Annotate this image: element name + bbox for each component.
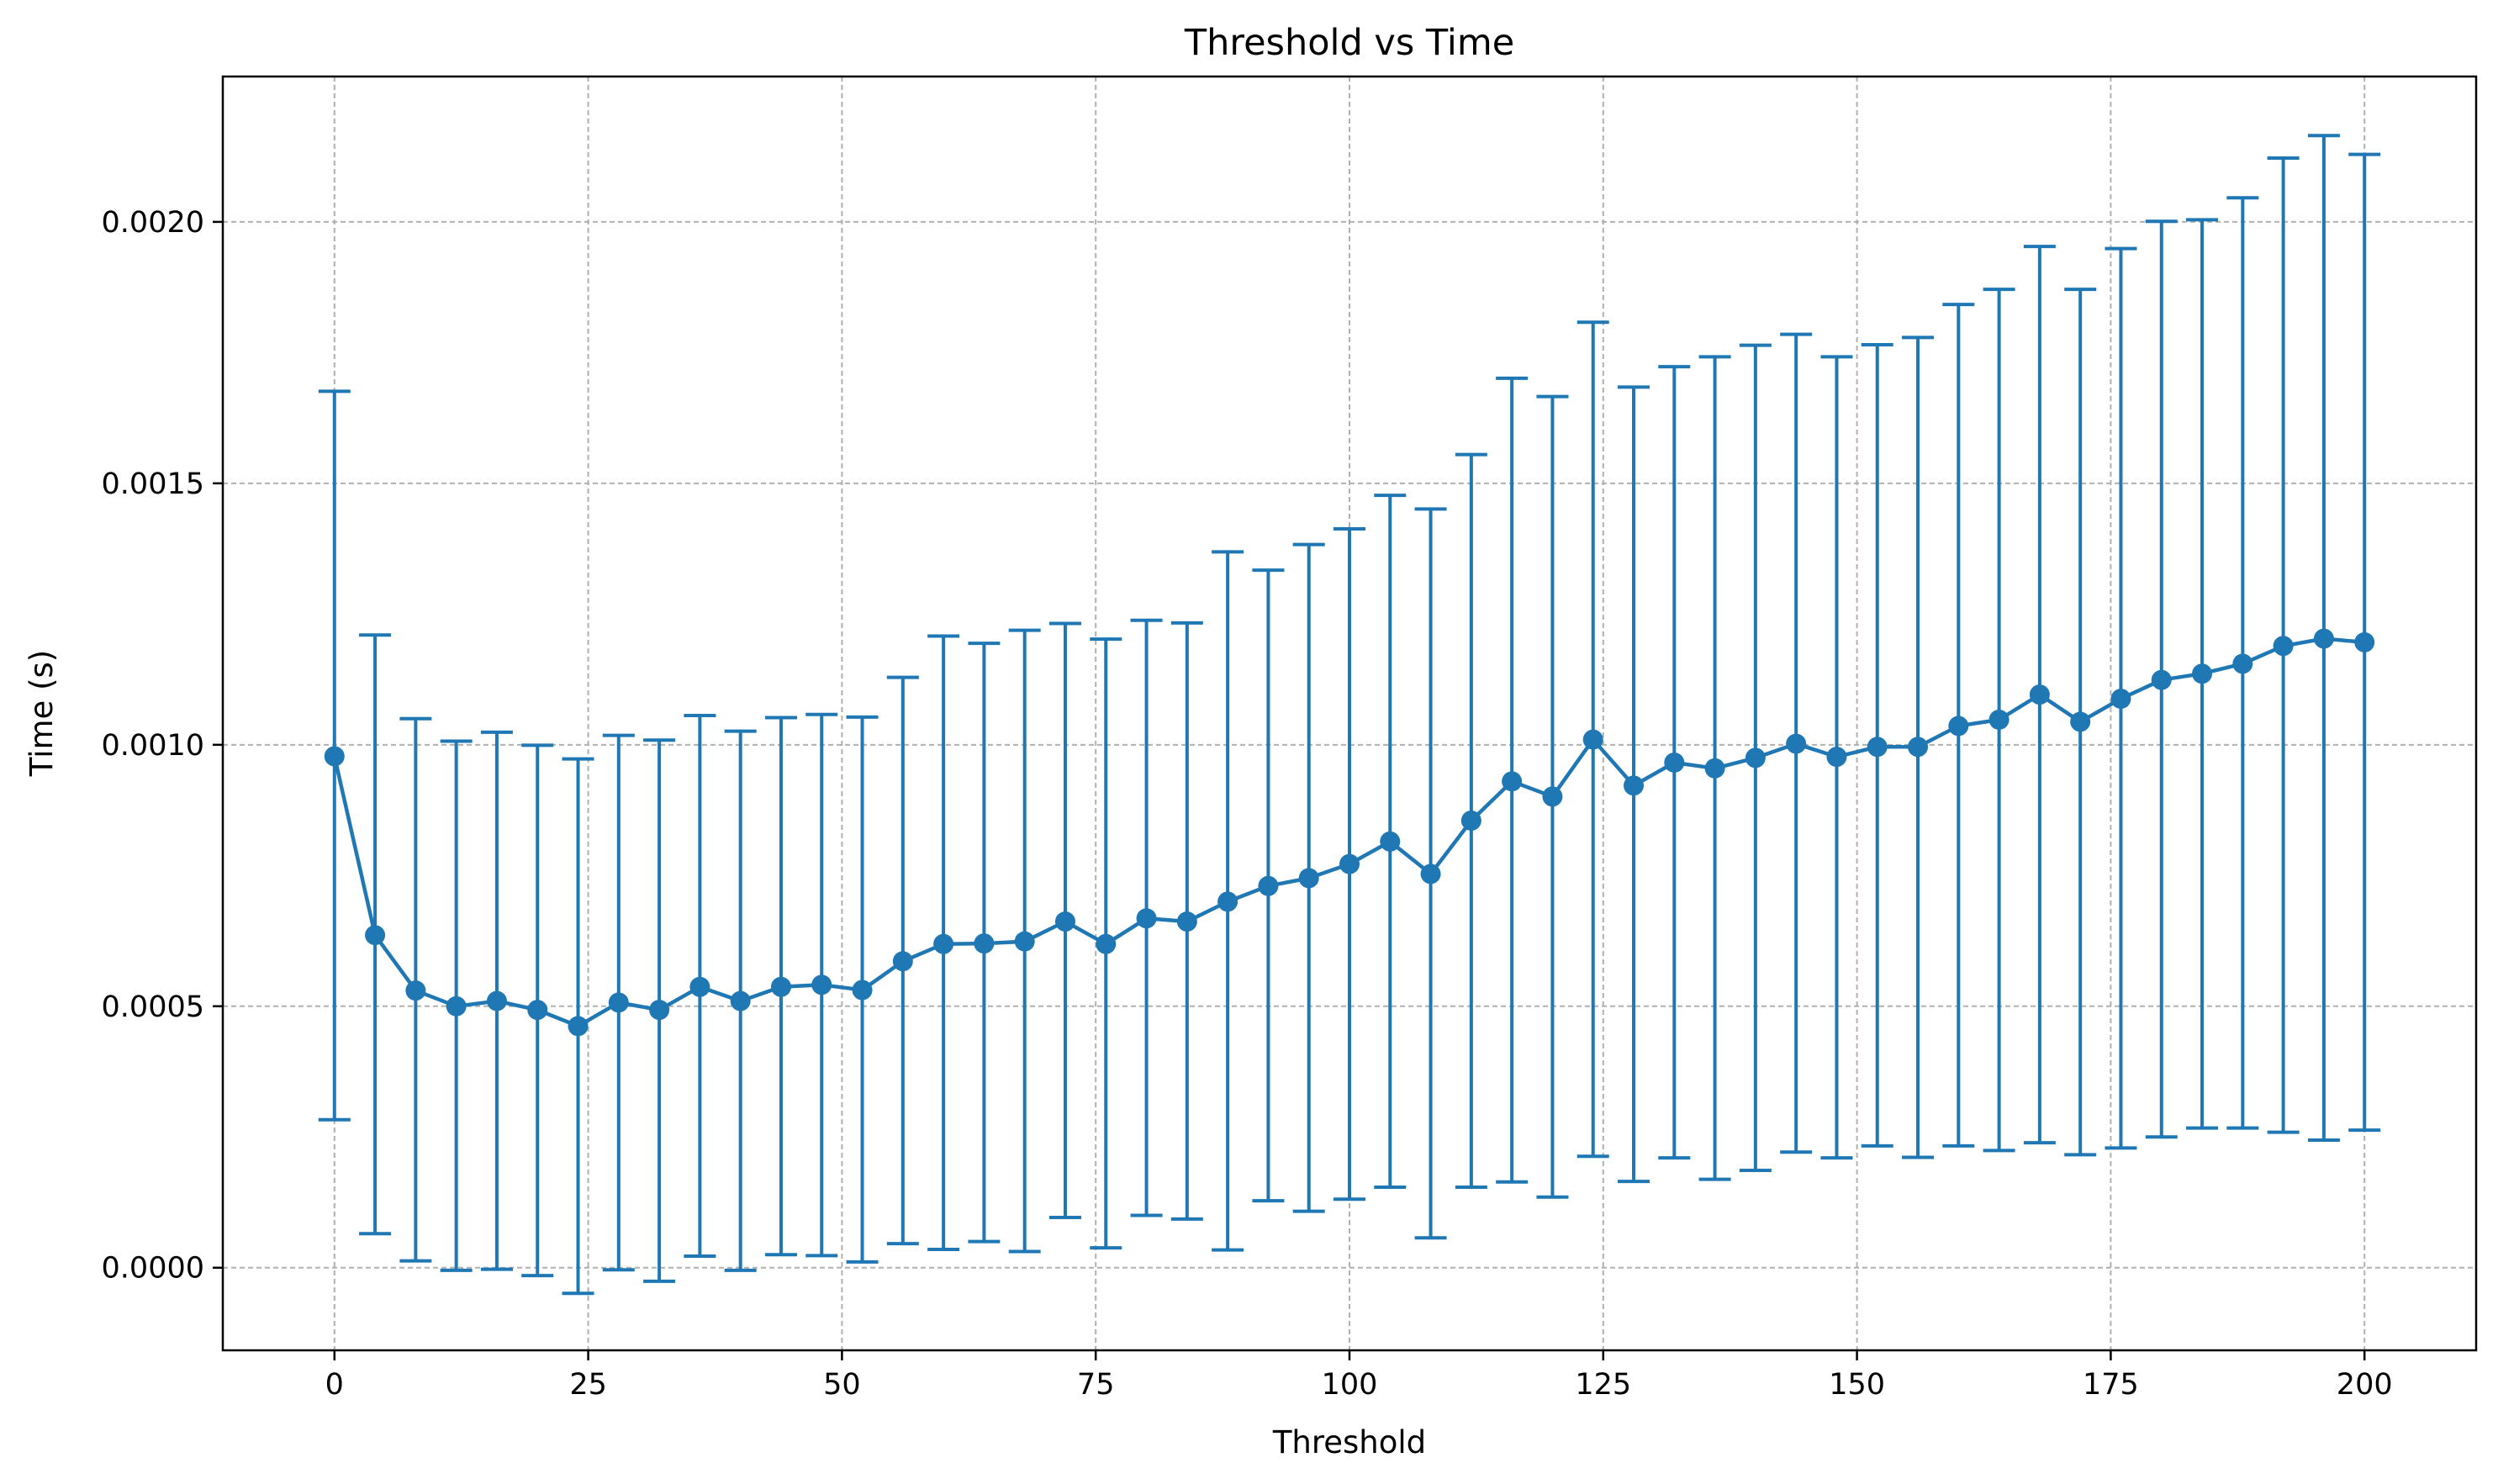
data-point bbox=[486, 990, 507, 1011]
data-point bbox=[1664, 752, 1685, 773]
data-point bbox=[1014, 931, 1035, 952]
y-tick-label: 0.0010 bbox=[102, 729, 204, 763]
data-point bbox=[405, 980, 426, 1001]
x-axis-label: Threshold bbox=[1272, 1424, 1426, 1460]
data-point bbox=[1502, 771, 1523, 792]
data-point bbox=[2070, 711, 2091, 732]
x-tick-label: 175 bbox=[2083, 1368, 2139, 1402]
y-tick-label: 0.0005 bbox=[102, 990, 204, 1024]
data-point bbox=[1096, 933, 1117, 954]
x-tick-label: 0 bbox=[325, 1368, 344, 1402]
data-point bbox=[2110, 689, 2131, 710]
data-point bbox=[1582, 729, 1603, 750]
x-tick-label: 100 bbox=[1322, 1368, 1378, 1402]
data-point bbox=[568, 1016, 589, 1037]
data-point bbox=[1136, 908, 1157, 929]
data-point bbox=[1867, 737, 1888, 758]
data-point bbox=[1704, 758, 1725, 779]
axis-ticks: 0 25 50 75 100 125 150 175 200 0.0000 0.0005 0.0010… bbox=[102, 206, 2393, 1402]
data-point bbox=[933, 933, 954, 954]
data-point bbox=[1176, 911, 1197, 932]
data-point bbox=[892, 951, 913, 972]
data-point bbox=[1420, 863, 1441, 885]
data-point bbox=[2313, 628, 2334, 649]
data-point bbox=[1988, 709, 2009, 730]
chart-title: Threshold vs Time bbox=[1184, 22, 1514, 64]
data-point bbox=[1745, 747, 1766, 768]
data-point bbox=[1339, 853, 1360, 874]
data-point bbox=[730, 990, 751, 1011]
x-tick-label: 75 bbox=[1077, 1368, 1115, 1402]
x-tick-label: 200 bbox=[2337, 1368, 2393, 1402]
data-point bbox=[1258, 875, 1279, 896]
data-point bbox=[1380, 831, 1401, 852]
x-tick-label: 50 bbox=[823, 1368, 861, 1402]
data-point bbox=[446, 995, 467, 1017]
data-point bbox=[324, 746, 345, 767]
data-point bbox=[811, 974, 832, 995]
data-point bbox=[649, 1000, 670, 1021]
data-point bbox=[2354, 631, 2375, 652]
data-point bbox=[770, 976, 791, 997]
data-point bbox=[527, 1000, 548, 1021]
data-point bbox=[974, 933, 995, 954]
data-point bbox=[1054, 911, 1075, 932]
data-point bbox=[608, 992, 629, 1013]
x-tick-label: 125 bbox=[1575, 1368, 1631, 1402]
data-point bbox=[1624, 775, 1645, 796]
y-axis-label: Time (s) bbox=[24, 650, 60, 777]
x-tick-label: 25 bbox=[569, 1368, 607, 1402]
data-point bbox=[1217, 891, 1238, 912]
data-point bbox=[2273, 636, 2294, 657]
data-point bbox=[1542, 786, 1563, 807]
data-point bbox=[852, 980, 873, 1001]
data-point bbox=[2192, 663, 2213, 684]
data-point bbox=[1298, 868, 1319, 889]
data-point bbox=[2029, 684, 2050, 705]
y-tick-label: 0.0020 bbox=[102, 206, 204, 240]
x-tick-label: 150 bbox=[1829, 1368, 1885, 1402]
data-point bbox=[365, 925, 386, 946]
data-point bbox=[1826, 747, 1847, 768]
data-point bbox=[1786, 733, 1807, 754]
data-point bbox=[689, 976, 710, 997]
data-point bbox=[2232, 653, 2253, 674]
data-point bbox=[1908, 737, 1929, 758]
data-point bbox=[1460, 810, 1481, 831]
y-tick-label: 0.0000 bbox=[102, 1252, 204, 1286]
data-series bbox=[318, 134, 2381, 1296]
data-point bbox=[2151, 669, 2172, 690]
y-tick-label: 0.0015 bbox=[102, 467, 204, 501]
data-point bbox=[1948, 716, 1969, 737]
